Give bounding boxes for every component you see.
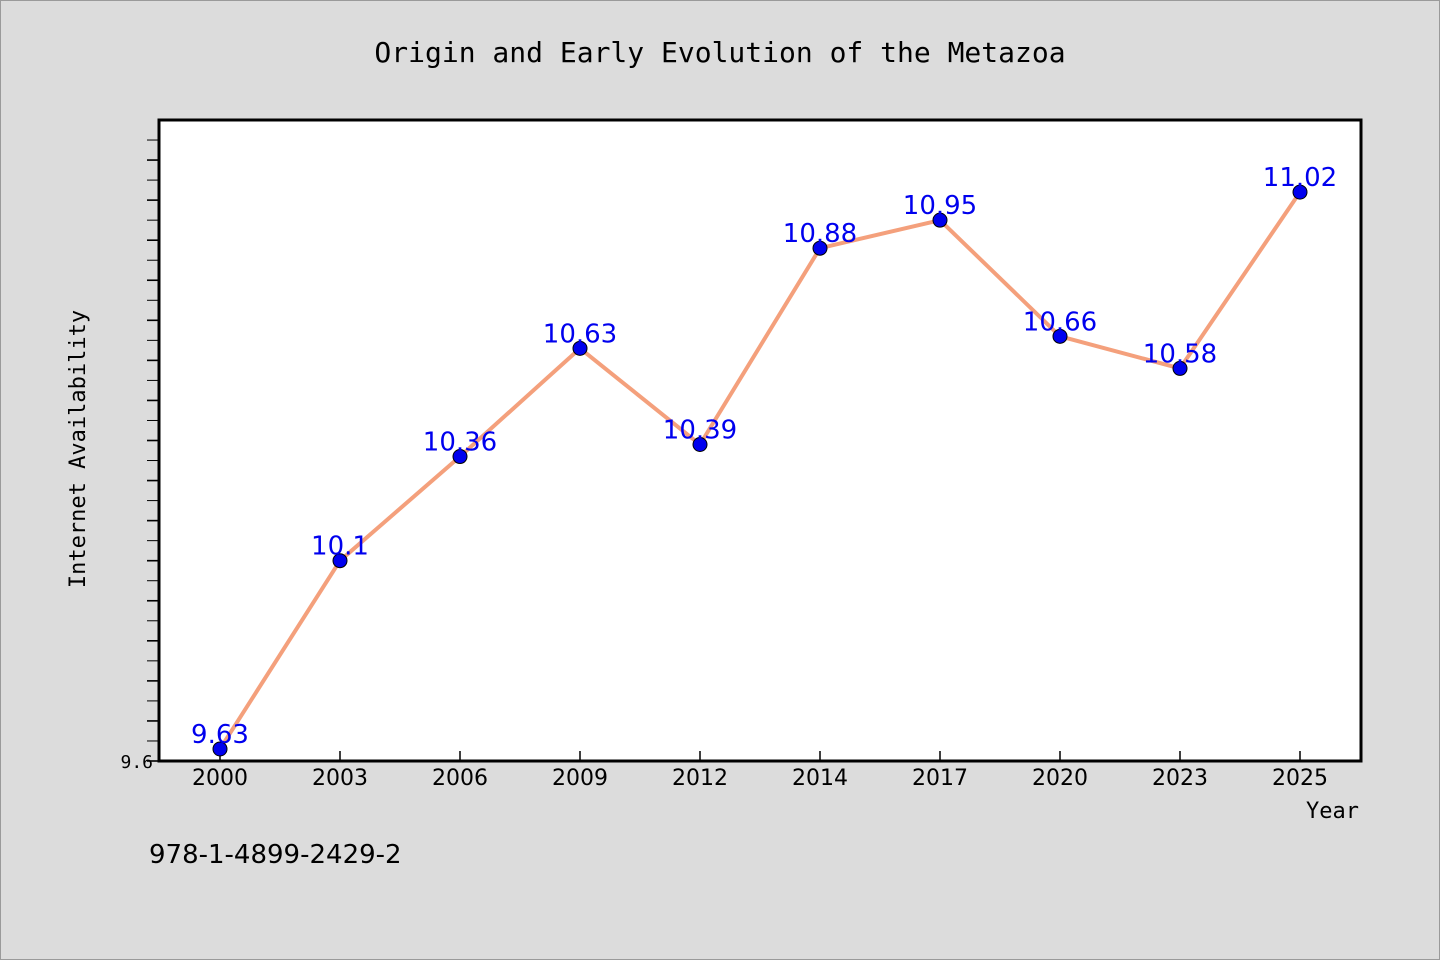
y-axis-ticks bbox=[147, 139, 159, 762]
series-line bbox=[218, 190, 1302, 751]
data-point bbox=[1292, 184, 1308, 200]
x-tick-label: 2025 bbox=[1272, 766, 1328, 791]
y-tick-label: 9.6 bbox=[120, 752, 153, 773]
data-point bbox=[692, 437, 708, 453]
data-labels: 9.63 10.1 10.36 10.63 10.39 10.88 10.95 10.66 10… bbox=[191, 163, 1337, 750]
x-tick-label: 2000 bbox=[192, 766, 248, 791]
data-point bbox=[452, 449, 468, 465]
data-point bbox=[332, 553, 348, 569]
data-point bbox=[212, 741, 228, 757]
x-tick-label: 2009 bbox=[552, 766, 608, 791]
data-label: 9.63 bbox=[191, 720, 249, 750]
x-axis-tick-labels: 2000 2003 2006 2009 2012 2014 2017 2020 2023 2025 bbox=[192, 766, 1328, 791]
data-label: 10.58 bbox=[1143, 339, 1217, 369]
data-markers bbox=[212, 184, 1308, 757]
data-label: 10.39 bbox=[663, 416, 737, 446]
data-point bbox=[1172, 360, 1188, 376]
data-label: 10.63 bbox=[543, 319, 617, 349]
data-label: 10.1 bbox=[311, 532, 369, 562]
data-label: 10.66 bbox=[1023, 307, 1097, 337]
data-label: 10.36 bbox=[423, 428, 497, 458]
data-point bbox=[932, 212, 948, 228]
chart-title: Origin and Early Evolution of the Metazo… bbox=[374, 36, 1065, 69]
x-tick-label: 2023 bbox=[1152, 766, 1208, 791]
plot-area bbox=[157, 118, 1363, 763]
x-axis-label: Year bbox=[1306, 799, 1359, 824]
data-point bbox=[572, 340, 588, 356]
data-label: 10.88 bbox=[783, 219, 857, 249]
data-label: 10.95 bbox=[903, 191, 977, 221]
x-tick-label: 2003 bbox=[312, 766, 368, 791]
x-tick-label: 2020 bbox=[1032, 766, 1088, 791]
x-tick-label: 2017 bbox=[912, 766, 968, 791]
data-label: 11.02 bbox=[1263, 163, 1337, 193]
x-tick-label: 2006 bbox=[432, 766, 488, 791]
y-axis-label: Internet Availability bbox=[66, 310, 91, 588]
isbn-text: 978-1-4899-2429-2 bbox=[149, 840, 402, 870]
data-point bbox=[812, 240, 828, 256]
x-tick-label: 2012 bbox=[672, 766, 728, 791]
x-tick-label: 2014 bbox=[792, 766, 848, 791]
data-point bbox=[1052, 328, 1068, 344]
